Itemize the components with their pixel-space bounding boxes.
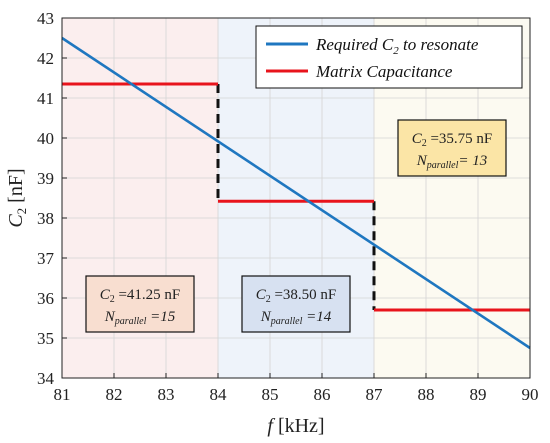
- annotation-box-frame: [241, 275, 351, 333]
- y-tick-label: 37: [37, 249, 55, 268]
- y-tick-label: 42: [37, 49, 54, 68]
- y-tick-label: 36: [37, 289, 54, 308]
- x-tick-label: 90: [522, 385, 539, 404]
- y-axis-label: C2 [nF]: [5, 168, 29, 227]
- annotation-line-2: Nparallel= 13: [416, 153, 488, 171]
- legend-entry-1: Required C2 to resonate: [315, 35, 479, 57]
- annotation-line-1: C2 =41.25 nF: [100, 287, 181, 305]
- annotation-box-frame: [85, 275, 195, 333]
- x-tick-label: 82: [106, 385, 123, 404]
- x-tick-label: 83: [158, 385, 175, 404]
- y-tick-label: 38: [37, 209, 54, 228]
- annotation-box-1: C2 =41.25 nF Nparallel =15: [85, 275, 195, 333]
- axis-labels: f [kHz] C2 [nF]: [5, 168, 325, 437]
- x-tick-label: 87: [366, 385, 384, 404]
- annotation-line-1: C2 =38.50 nF: [256, 287, 337, 305]
- x-axis-label: f [kHz]: [267, 415, 324, 437]
- y-tick-label: 39: [37, 169, 54, 188]
- x-tick-label: 86: [314, 385, 331, 404]
- series-layer: [61, 36, 531, 350]
- y-tick-label: 40: [37, 129, 54, 148]
- x-tick-label: 84: [210, 385, 228, 404]
- x-tick-label: 85: [262, 385, 279, 404]
- y-tick-label: 34: [37, 369, 55, 388]
- x-tick-label: 81: [54, 385, 71, 404]
- y-tick-label: 41: [37, 89, 54, 108]
- annotation-line-1: C2 =35.75 nF: [412, 131, 493, 149]
- axes: 81 82 83 84 85 86 87 88 89 90 34 35 36 37 38 39 40 41 42 43: [37, 9, 539, 404]
- annotation-box-2: C2 =38.50 nF Nparallel =14: [241, 275, 351, 333]
- annotation-box-3: C2 =35.75 nF Nparallel= 13: [397, 119, 507, 177]
- x-tick-label: 89: [470, 385, 487, 404]
- required-c2-line: [61, 36, 531, 350]
- plot-frame: [61, 17, 531, 379]
- x-tick-label: 88: [418, 385, 435, 404]
- legend-entry-2: Matrix Capacitance: [315, 62, 453, 81]
- annotation-box-frame: [397, 119, 507, 177]
- y-tick-label: 35: [37, 329, 54, 348]
- y-tick-label: 43: [37, 9, 54, 28]
- legend-box: [255, 25, 523, 89]
- legend: Required C2 to resonate Matrix Capacitanc…: [255, 25, 523, 89]
- annotation-boxes: C2 =41.25 nF Nparallel =15 C2 =38.50 nF Npa…: [85, 119, 507, 333]
- annotation-line-2: Nparallel =14: [260, 309, 332, 327]
- annotation-line-2: Nparallel =15: [104, 309, 176, 327]
